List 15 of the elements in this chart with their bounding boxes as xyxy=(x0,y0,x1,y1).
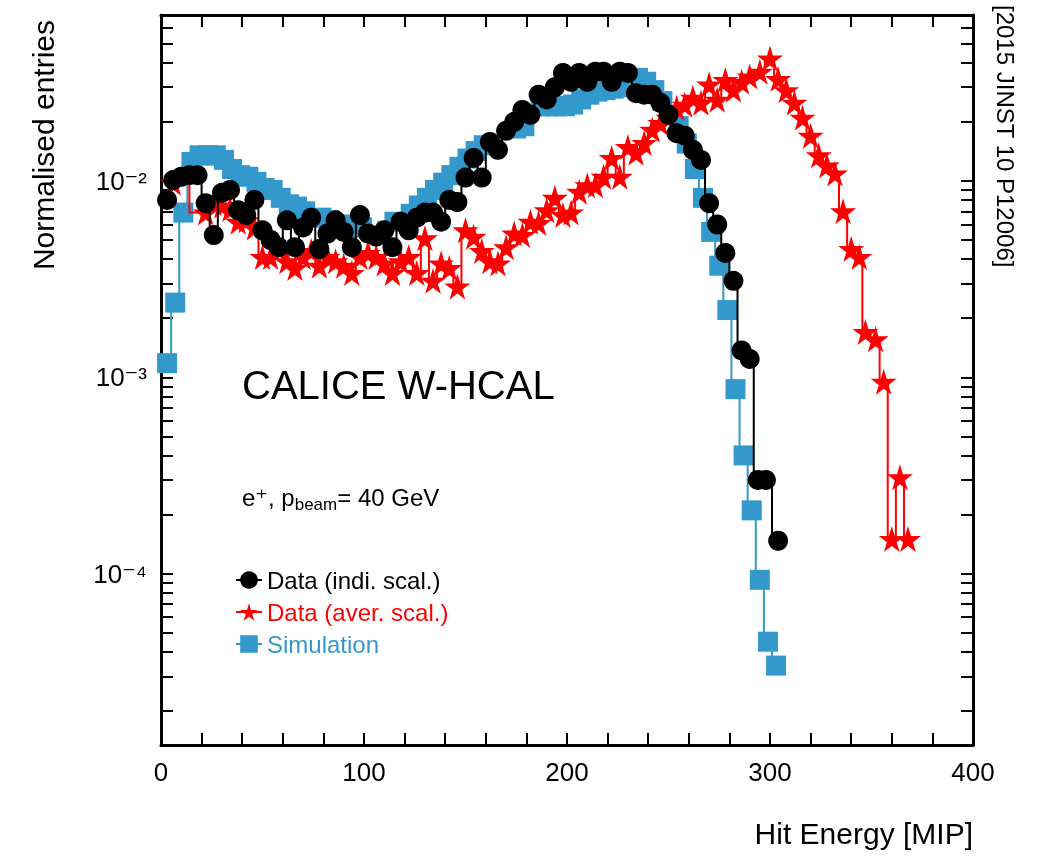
y-tick-label: 10⁻³ xyxy=(95,362,148,393)
x-tick-label: 200 xyxy=(545,757,589,787)
x-tick-label: 400 xyxy=(951,757,995,787)
x-tick-label: 300 xyxy=(748,757,792,787)
x-tick-label: 0 xyxy=(153,757,169,787)
y-tick-label: 10⁻² xyxy=(95,165,148,196)
legend-label: Simulation xyxy=(267,630,380,658)
y-tick-label: 10⁻⁴ xyxy=(93,558,147,589)
y-axis-title: Normalised entries xyxy=(26,20,60,271)
annotation: CALICE W-HCAL xyxy=(242,363,555,407)
x-tick-label: 100 xyxy=(342,757,386,787)
legend-label: Data (aver. scal.) xyxy=(267,598,449,626)
x-axis-title: Hit Energy [MIP] xyxy=(754,816,974,850)
legend-label: Data (indi. scal.) xyxy=(267,566,441,594)
text: [2015 JINST 10 P12006] xyxy=(991,5,1019,268)
